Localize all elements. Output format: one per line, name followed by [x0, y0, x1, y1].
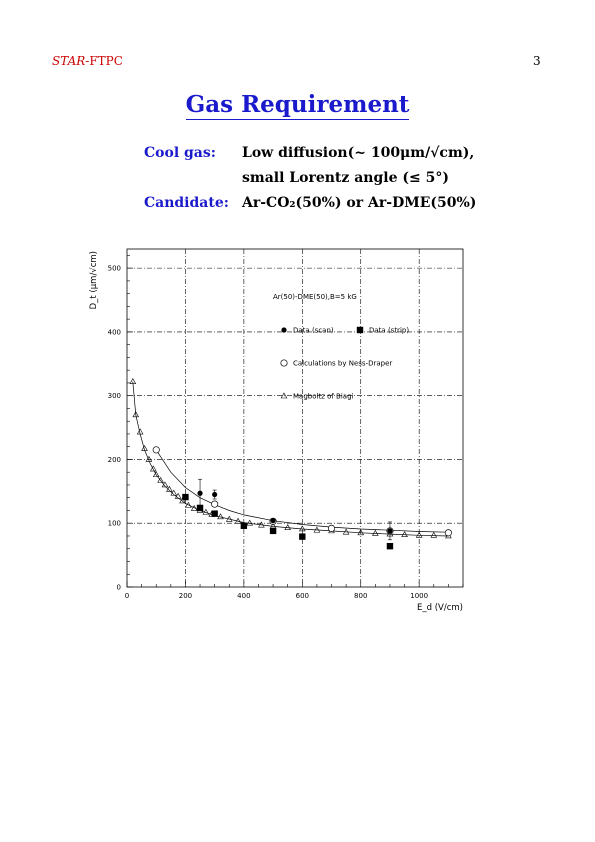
point-3-20	[234, 517, 242, 524]
curve-fit-to-magboltz	[132, 381, 449, 537]
cool-gas-line-1: Low diffusion(~ 100μm/√cm),	[242, 145, 475, 161]
point-0-3	[387, 528, 393, 534]
header-ftpc: -FTPC	[85, 54, 123, 68]
point-3-11	[174, 492, 182, 499]
legend-label-0: Data (scan)	[293, 327, 334, 335]
point-3-32	[401, 531, 408, 538]
plot-frame	[126, 248, 464, 588]
x-axis-label: E_d (V/cm)	[417, 603, 463, 613]
point-1-4	[269, 527, 277, 535]
point-3-14	[190, 504, 198, 511]
page-number: 3	[533, 54, 541, 68]
point-1-0	[182, 493, 189, 501]
legend-label-2: Calculations by Ness-Draper	[293, 360, 392, 368]
legend-label-1: Data (strip)	[369, 327, 409, 335]
curve-fit-to-calculations	[155, 449, 449, 533]
point-3-6	[152, 471, 160, 478]
x-tick-label-1: 200	[179, 592, 192, 600]
legend-marker-2	[280, 359, 288, 367]
point-2-5	[444, 529, 452, 537]
point-0-2	[270, 518, 276, 524]
point-3-9	[166, 485, 173, 492]
candidate-line-1: Ar-CO₂(50%) or Ar-DME(50%)	[242, 195, 477, 211]
point-1-5	[299, 533, 306, 540]
chart-title: Ar(50)-DME(50),B=5 kG	[273, 293, 357, 301]
point-3-0	[129, 378, 137, 384]
point-3-3	[141, 444, 148, 451]
x-tick-label-4: 800	[354, 592, 367, 600]
x-tick-label-3: 600	[296, 592, 309, 600]
point-3-16	[202, 508, 210, 515]
point-3-8	[161, 481, 169, 488]
point-3-13	[185, 501, 192, 508]
legend-marker-1	[356, 326, 364, 334]
point-3-22	[258, 521, 265, 528]
point-3-5	[149, 465, 157, 472]
point-3-2	[136, 428, 144, 435]
point-1-6	[386, 542, 394, 550]
page-title: Gas Requirement	[0, 91, 595, 120]
point-3-4	[145, 455, 153, 462]
point-2-3	[327, 524, 336, 532]
point-1-1	[196, 504, 204, 512]
header-left: STAR-FTPC	[52, 54, 123, 68]
y-axis-label: D_t (μm/√cm)	[89, 251, 99, 309]
point-3-28	[342, 528, 350, 535]
candidate-label: Candidate:	[144, 195, 229, 211]
legend-marker-3	[280, 392, 288, 399]
point-1-3	[240, 522, 248, 529]
point-1-2	[211, 510, 218, 517]
y-tick-label-4: 400	[108, 328, 121, 336]
point-0-0	[197, 490, 203, 496]
legend-marker-0	[281, 327, 287, 333]
x-tick-label-0: 0	[125, 592, 129, 600]
point-2-1	[211, 500, 219, 508]
y-tick-label-1: 100	[108, 520, 121, 528]
cool-gas-line-2: small Lorentz angle (≤ 5°)	[242, 170, 449, 186]
cool-gas-label: Cool gas:	[144, 145, 216, 161]
point-3-33	[415, 531, 423, 538]
point-3-7	[157, 476, 164, 483]
page-title-text: Gas Requirement	[185, 91, 410, 120]
point-3-18	[217, 513, 224, 520]
point-3-1	[132, 411, 140, 418]
point-3-34	[430, 531, 438, 538]
legend-label-3: Magboltz of Biagi	[293, 393, 354, 401]
y-tick-label-5: 500	[108, 265, 121, 273]
x-tick-label-2: 400	[237, 592, 250, 600]
y-tick-label-3: 300	[108, 392, 121, 400]
point-2-0	[152, 446, 160, 454]
y-tick-label-2: 200	[108, 456, 121, 464]
point-3-12	[179, 497, 186, 504]
point-3-25	[298, 525, 306, 532]
point-3-19	[225, 515, 233, 522]
header-star: STAR	[52, 54, 86, 68]
point-0-1	[212, 491, 218, 498]
point-3-26	[313, 526, 321, 533]
point-3-30	[372, 529, 379, 536]
point-3-29	[357, 529, 365, 536]
y-tick-label-0: 0	[117, 584, 121, 592]
point-3-24	[284, 524, 292, 530]
x-tick-label-5: 1000	[410, 592, 428, 600]
point-3-21	[246, 519, 254, 526]
point-3-10	[170, 489, 178, 496]
